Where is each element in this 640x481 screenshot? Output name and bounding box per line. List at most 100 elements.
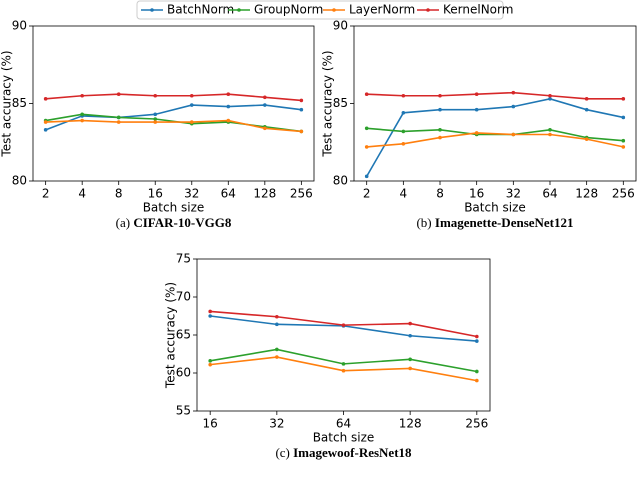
data-point [364,145,369,149]
y-axis-label: Test accuracy (%) [0,50,14,157]
caption: (c) Imagewoof-ResNet18 [275,445,412,460]
x-tick-label: 16 [148,187,163,201]
data-point [474,107,479,112]
data-point [621,138,626,143]
data-point [226,92,231,96]
x-axis-label: Batch size [143,201,205,215]
caption-label: (a) [116,215,130,230]
y-tick-label: 90 [12,19,27,33]
y-tick-label: 80 [12,174,27,188]
data-point [263,126,267,131]
series-line [45,93,302,102]
data-point [208,359,212,363]
data-point [475,378,479,383]
data-point [341,323,346,327]
data-point [621,97,626,101]
legend-marker [332,8,336,12]
caption: (b) Imagenette-DenseNet121 [416,215,573,230]
data-point [116,120,121,124]
data-point [364,126,369,131]
x-tick-label: 2 [42,187,50,201]
y-axis-label: Test accuracy (%) [164,282,178,389]
x-tick-label: 8 [115,187,123,201]
y-tick-label: 85 [12,96,27,110]
legend-label: GroupNorm [254,3,323,17]
data-point [475,334,479,339]
plot-area [196,258,491,412]
caption-label: (c) [275,445,289,460]
y-tick-label: 65 [176,328,191,342]
legend: BatchNorm GroupNorm LayerNorm KernelNorm [141,3,513,17]
data-point [299,129,304,134]
series-line [366,91,624,100]
caption: (a) CIFAR-10-VGG8 [116,215,232,230]
data-point [153,117,158,121]
caption-title: CIFAR-10-VGG8 [133,215,231,230]
data-point [548,132,552,137]
series-line [45,119,302,133]
x-tick-label: 2 [363,187,371,201]
data-point [226,118,231,123]
data-point [275,314,279,319]
x-tick-label: 256 [465,417,488,431]
data-point [263,95,267,100]
legend-box [136,0,504,20]
data-point [189,103,194,107]
legend-marker [237,8,241,12]
legend-label: LayerNorm [349,3,415,17]
x-axis-label: Batch size [464,201,526,215]
data-point [299,107,304,112]
y-tick-label: 60 [176,366,191,380]
data-point [153,112,158,117]
data-point [43,120,48,124]
data-point [474,131,479,135]
series-line [365,98,624,177]
data-point [511,132,516,137]
x-tick-label: 64 [336,417,351,431]
data-point [80,93,84,98]
data-point [116,92,121,96]
data-point [408,366,412,371]
x-tick-label: 4 [78,187,86,201]
x-tick-label: 128 [575,187,598,201]
data-point [511,104,516,109]
data-point [153,93,158,98]
data-point [584,137,589,141]
legend-marker [150,8,154,12]
data-point [299,98,304,103]
x-tick-label: 32 [269,417,284,431]
y-tick-label: 85 [333,96,348,110]
data-point [584,107,589,112]
data-point [80,112,84,117]
data-point [408,321,412,326]
y-tick-label: 70 [176,290,191,304]
data-point [364,174,369,179]
data-point [153,120,158,124]
x-axis-label: Batch size [313,431,375,445]
caption-label: (b) [416,215,431,230]
data-point [341,368,346,373]
legend-marker [426,8,430,12]
data-point [408,357,412,362]
data-point [401,93,406,98]
data-point [475,339,479,343]
data-point [408,333,412,338]
plot-area [32,25,315,182]
plot-area [353,25,637,182]
legend-label: KernelNorm [443,3,513,17]
y-axis-label: Test accuracy (%) [321,50,335,157]
data-point [80,118,84,123]
series-line [210,356,477,382]
data-point [208,362,212,367]
data-point [364,92,369,96]
data-point [621,115,626,120]
x-tick-label: 8 [436,187,444,201]
x-tick-label: 32 [506,187,521,201]
x-tick-label: 128 [399,417,422,431]
x-tick-label: 64 [221,187,236,201]
data-point [189,120,194,124]
x-tick-label: 16 [469,187,484,201]
caption-title: Imagewoof-ResNet18 [293,445,412,460]
data-point [438,135,442,140]
